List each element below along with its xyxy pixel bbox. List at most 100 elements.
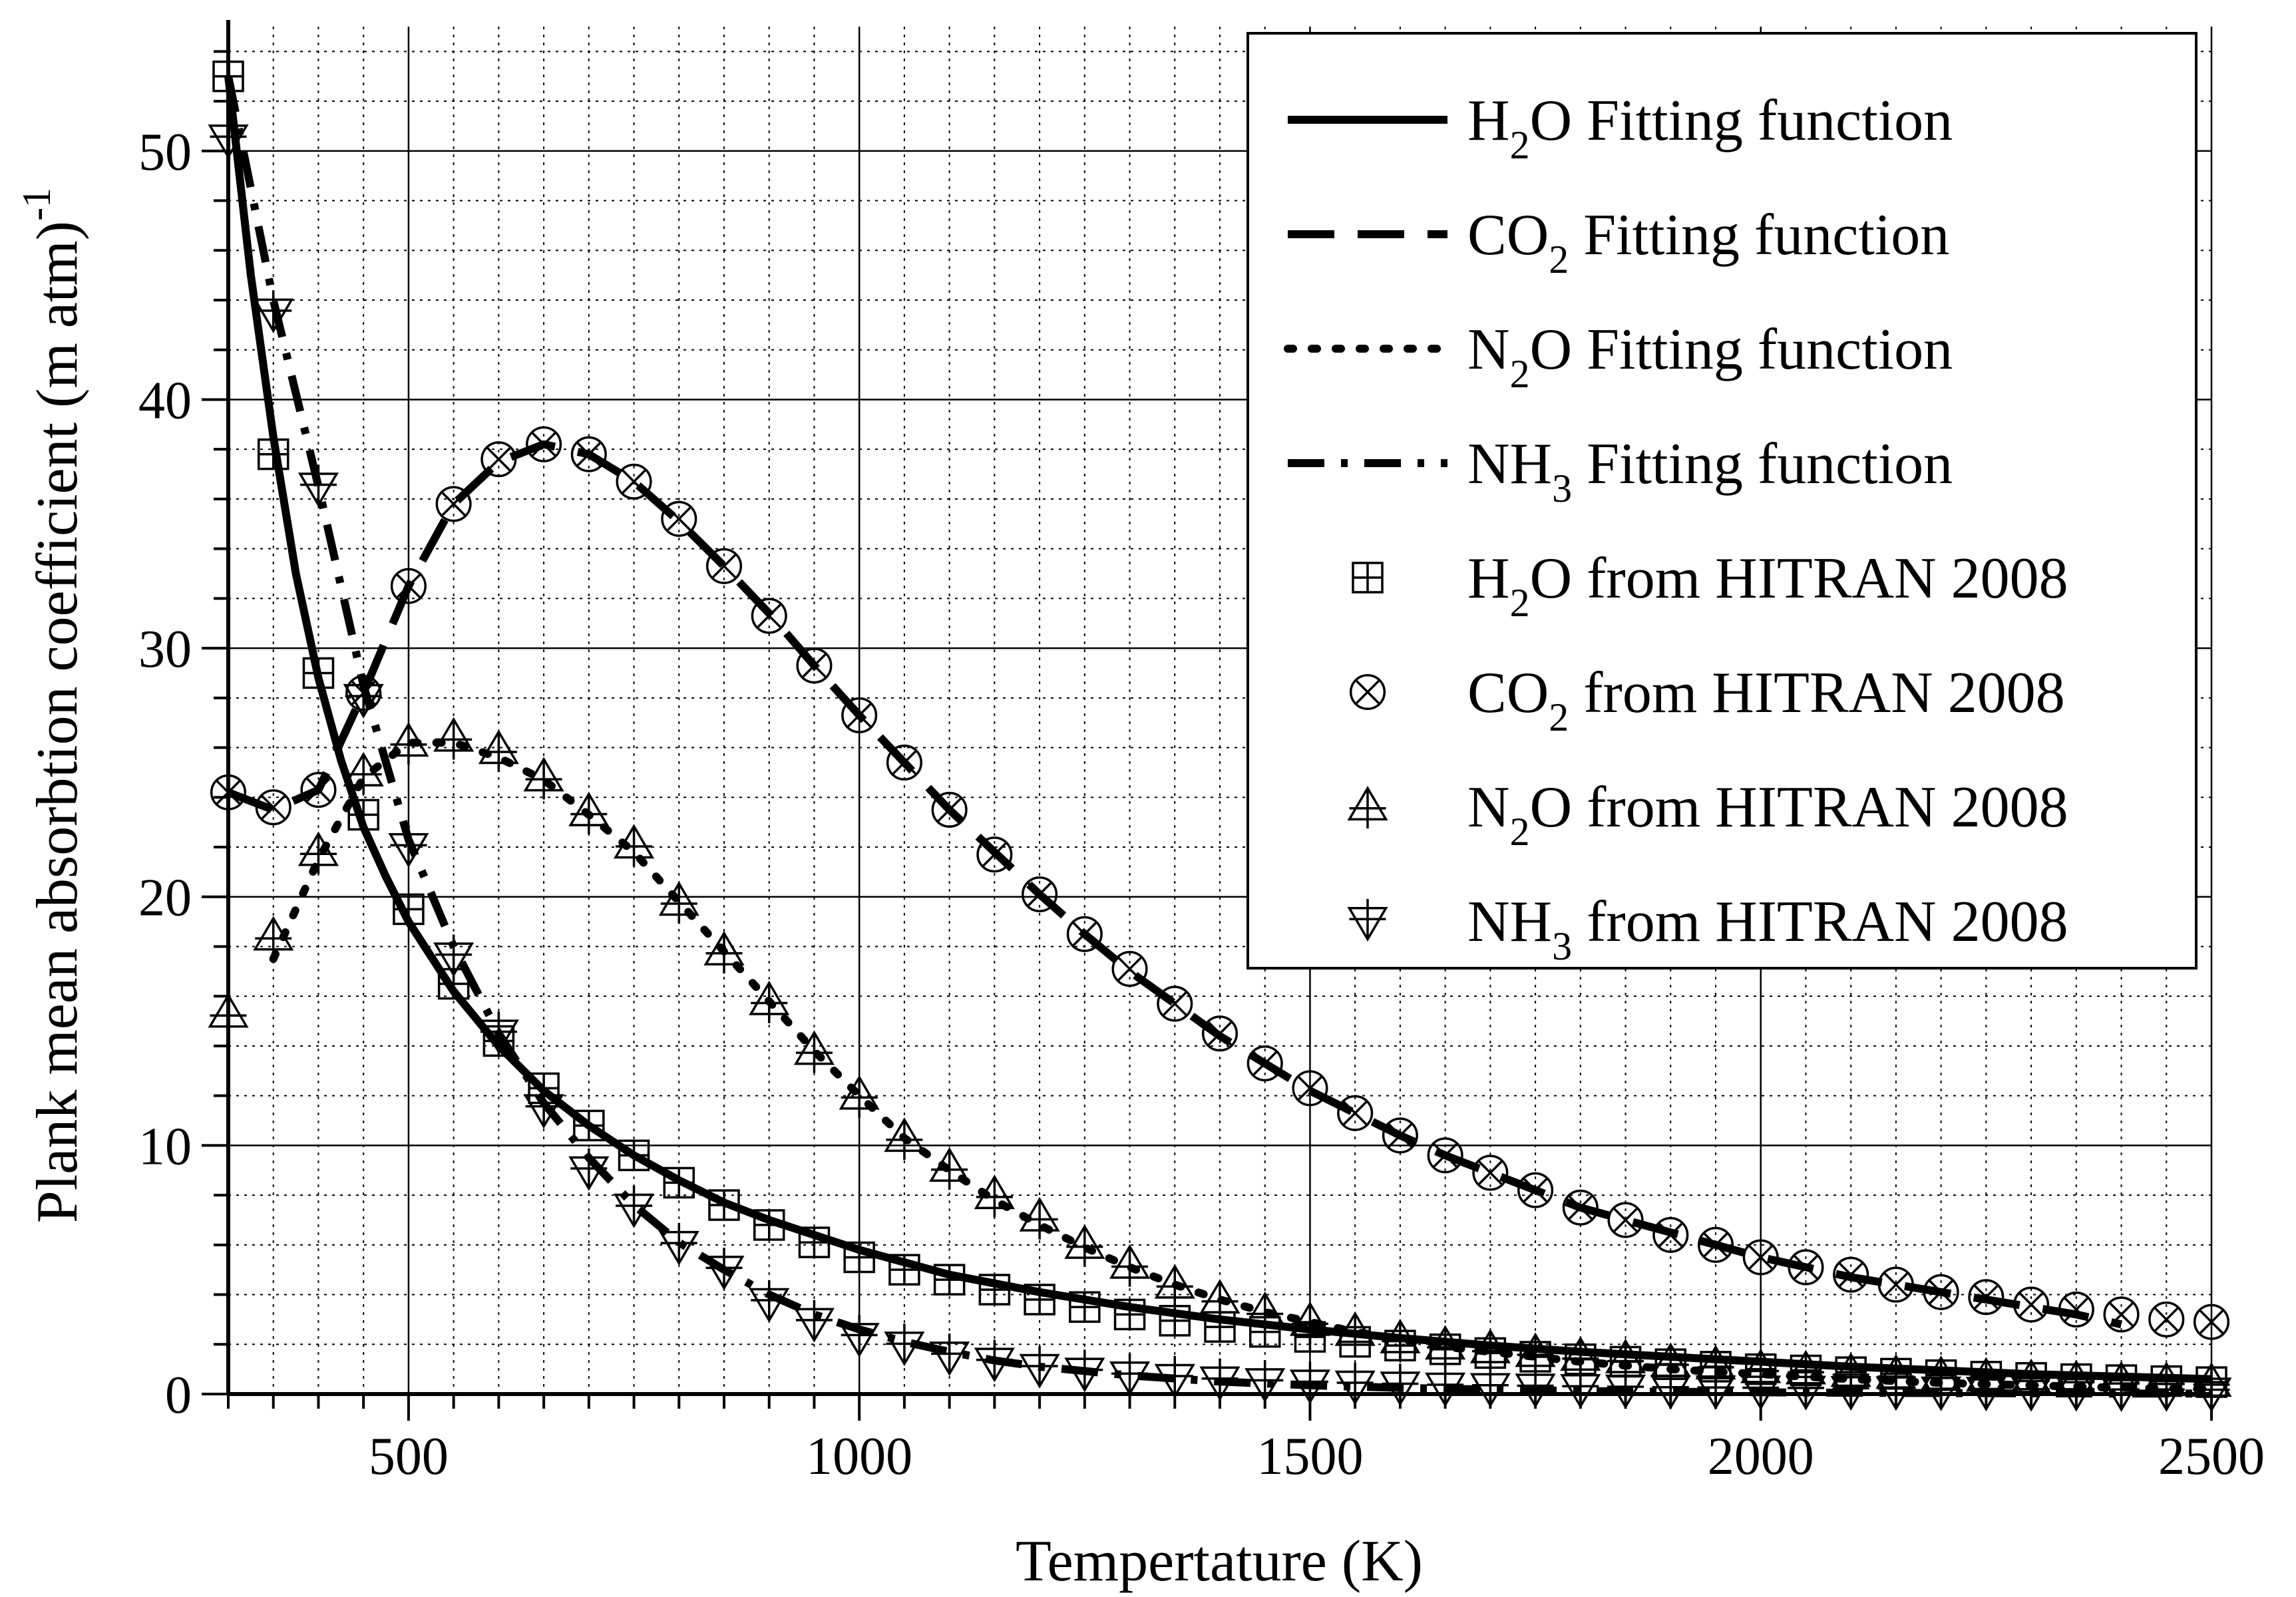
data-point-square-plus xyxy=(1113,1298,1146,1331)
legend-label: N2O from HITRAN 2008 xyxy=(1467,775,2068,854)
marker-x-b xyxy=(576,441,602,467)
data-point-triangle-up-plus xyxy=(974,1174,1015,1218)
data-point-circle-x xyxy=(435,486,472,522)
data-point-circle-x xyxy=(1877,1266,1914,1303)
legend-label: CO2 from HITRAN 2008 xyxy=(1467,661,2065,739)
marker-x-b xyxy=(1027,882,1052,907)
data-point-square-plus xyxy=(302,657,335,689)
data-point-triangle-up-plus xyxy=(253,916,294,959)
marker-x-b xyxy=(982,842,1008,868)
data-point-circle-x xyxy=(2148,1301,2185,1337)
marker-x-b xyxy=(1297,1075,1323,1101)
data-point-triangle-up-plus xyxy=(1380,1318,1421,1361)
marker-x-b xyxy=(1388,1123,1413,1149)
legend-label-rest: Fitting function xyxy=(1572,432,1953,496)
marker-x-b xyxy=(1071,921,1097,947)
marker-x-b xyxy=(531,431,556,457)
data-point-circle-x xyxy=(1292,1070,1328,1107)
y-tick-label: 0 xyxy=(165,1366,192,1425)
x-tick-label: 2000 xyxy=(1708,1427,1814,1486)
marker-circle xyxy=(480,441,517,478)
marker-circle xyxy=(1337,1095,1374,1131)
marker-x-b xyxy=(305,777,331,802)
legend-entry: CO2 from HITRAN 2008 xyxy=(1349,661,2065,739)
marker-x-b xyxy=(1613,1207,1638,1233)
data-point-circle-x xyxy=(1562,1189,1599,1226)
marker-circle xyxy=(2058,1291,2094,1328)
marker-x-b xyxy=(1973,1284,1999,1310)
legend-label-rest: O from HITRAN 2008 xyxy=(1530,775,2068,840)
y-tick-label: 40 xyxy=(138,371,192,430)
marker-circle xyxy=(435,486,472,522)
legend-marker-swatch xyxy=(1347,786,1388,828)
legend-entry: H2O Fitting function xyxy=(1288,89,1953,167)
marker-circle xyxy=(1788,1249,1824,1286)
series-line-dashdot xyxy=(224,75,2211,1398)
x-tick-label: 1000 xyxy=(806,1427,912,1486)
data-point-triangle-down-plus xyxy=(793,1300,835,1343)
data-point-triangle-down-plus xyxy=(703,1248,745,1291)
marker-x-b xyxy=(1703,1232,1728,1258)
data-point-triangle-down-plus xyxy=(658,1222,699,1266)
marker-circle xyxy=(886,744,922,781)
data-point-triangle-down-plus xyxy=(1154,1355,1195,1399)
data-point-circle-x xyxy=(751,598,787,634)
data-point-triangle-down-plus xyxy=(1064,1349,1105,1393)
marker-circle xyxy=(1427,1137,1463,1174)
marker-x-b xyxy=(2199,1309,2224,1335)
marker-x-b xyxy=(1252,1051,1278,1076)
data-point-square-plus xyxy=(663,1166,695,1199)
data-point-circle-x xyxy=(1066,916,1103,952)
marker-circle xyxy=(1833,1256,1869,1293)
legend-label-main: CO xyxy=(1467,203,1549,267)
data-point-square-plus xyxy=(1024,1284,1055,1316)
legend-label-main: CO xyxy=(1467,661,1549,725)
data-point-square-plus xyxy=(798,1226,831,1258)
data-point-triangle-down-plus xyxy=(568,1148,610,1191)
data-point-circle-x xyxy=(300,772,337,808)
data-point-triangle-down-plus xyxy=(613,1185,655,1228)
marker-x-b xyxy=(2063,1297,2089,1322)
marker-circle xyxy=(2103,1296,2140,1333)
data-point-circle-x xyxy=(841,697,878,734)
data-point-circle-x xyxy=(1201,1015,1239,1052)
marker-x-b xyxy=(756,603,782,629)
data-point-triangle-up-plus xyxy=(1154,1264,1195,1307)
marker-circle xyxy=(570,436,607,472)
y-tick-label: 20 xyxy=(138,869,192,928)
x-axis-title: Tempertature (K) xyxy=(1016,1529,1423,1594)
marker-circle xyxy=(1382,1117,1418,1154)
marker-x-b xyxy=(621,468,647,494)
legend-label-main: N xyxy=(1467,775,1510,840)
marker-circle xyxy=(1697,1226,1734,1263)
data-point-circle-x xyxy=(1382,1117,1418,1154)
data-point-circle-x xyxy=(526,426,562,462)
marker-x-b xyxy=(1432,1143,1458,1168)
data-point-circle-x xyxy=(1111,951,1148,987)
data-point-triangle-up-plus xyxy=(478,729,519,773)
data-point-circle-x xyxy=(796,647,833,684)
marker-circle xyxy=(2193,1304,2230,1340)
marker-x-b xyxy=(847,703,872,728)
marker-circle xyxy=(1968,1279,2005,1316)
data-point-triangle-up-plus xyxy=(1199,1279,1241,1322)
legend-label-subscript: 2 xyxy=(1510,581,1530,625)
marker-x-b xyxy=(1567,1194,1593,1220)
data-point-square-plus xyxy=(573,1109,605,1142)
marker-circle xyxy=(616,463,652,500)
marker-x-b xyxy=(1207,1021,1233,1047)
data-point-circle-x xyxy=(1337,1095,1374,1131)
marker-x-b xyxy=(1355,679,1380,705)
marker-circle xyxy=(1292,1070,1328,1107)
marker-x-b xyxy=(1162,991,1188,1017)
data-point-circle-x xyxy=(570,436,607,472)
legend-label-subscript: 2 xyxy=(1510,123,1530,167)
data-point-circle-x xyxy=(661,500,697,537)
data-point-triangle-up-plus xyxy=(1109,1244,1151,1287)
data-point-triangle-down-plus xyxy=(1199,1358,1241,1401)
marker-x-b xyxy=(1883,1272,1909,1298)
legend-entry: N2O from HITRAN 2008 xyxy=(1347,775,2068,854)
marker-circle xyxy=(1066,916,1103,952)
marker-circle xyxy=(705,548,743,584)
